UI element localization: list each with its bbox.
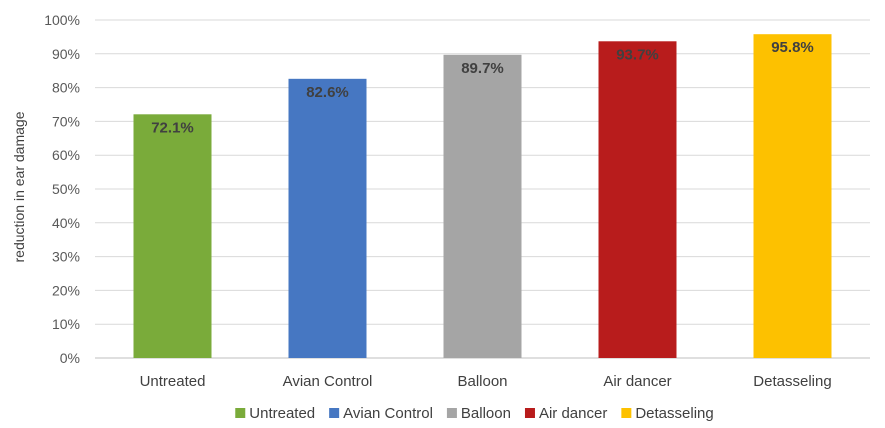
legend-item-label: Avian Control [343, 405, 433, 422]
legend-item-label: Detasseling [635, 405, 713, 422]
y-tick-label: 50% [52, 181, 80, 197]
x-tick-label: Untreated [140, 373, 206, 390]
y-tick-label: 90% [52, 46, 80, 62]
bar [288, 78, 367, 358]
legend: Untreated Avian Control Balloon Air dancer D… [235, 405, 714, 422]
legend-item-label: Air dancer [539, 405, 607, 422]
x-tick-label: Avian Control [283, 373, 373, 390]
data-label: 89.7% [461, 60, 504, 77]
y-tick-label: 40% [52, 215, 80, 231]
y-tick-label: 30% [52, 249, 80, 265]
y-tick-label: 100% [44, 12, 80, 28]
bars [133, 34, 832, 359]
data-label: 72.1% [151, 119, 194, 136]
x-tick-label: Balloon [457, 373, 507, 390]
y-axis-label: reduction in ear damage [11, 111, 27, 262]
legend-swatch [621, 408, 632, 418]
bar [133, 114, 212, 358]
y-tick-label: 0% [60, 350, 80, 366]
y-tick-label: 70% [52, 113, 80, 129]
bar [443, 54, 522, 359]
data-labels: 72.1% 82.6% 89.7% 93.7% 95.8% [151, 39, 814, 136]
x-tick-label: Detasseling [753, 373, 831, 390]
legend-swatch [524, 408, 535, 418]
y-axis-ticks: 0% 10% 20% 30% 40% 50% 60% 70% 80% 90% 100% [44, 12, 80, 366]
legend-item-label: Balloon [461, 405, 511, 422]
legend-swatch [235, 408, 246, 418]
legend-swatch [329, 408, 340, 418]
bar [598, 41, 677, 358]
y-tick-label: 60% [52, 147, 80, 163]
y-tick-label: 80% [52, 80, 80, 96]
y-tick-label: 10% [52, 316, 80, 332]
data-label: 93.7% [616, 46, 659, 63]
legend-swatch [446, 408, 457, 418]
legend-item-label: Untreated [249, 405, 315, 422]
data-label: 82.6% [306, 84, 349, 101]
x-tick-label: Air dancer [603, 373, 671, 390]
x-axis-categories: Untreated Avian Control Balloon Air dancer D… [140, 373, 832, 390]
data-label: 95.8% [771, 39, 814, 56]
bar [753, 34, 832, 359]
y-tick-label: 20% [52, 282, 80, 298]
